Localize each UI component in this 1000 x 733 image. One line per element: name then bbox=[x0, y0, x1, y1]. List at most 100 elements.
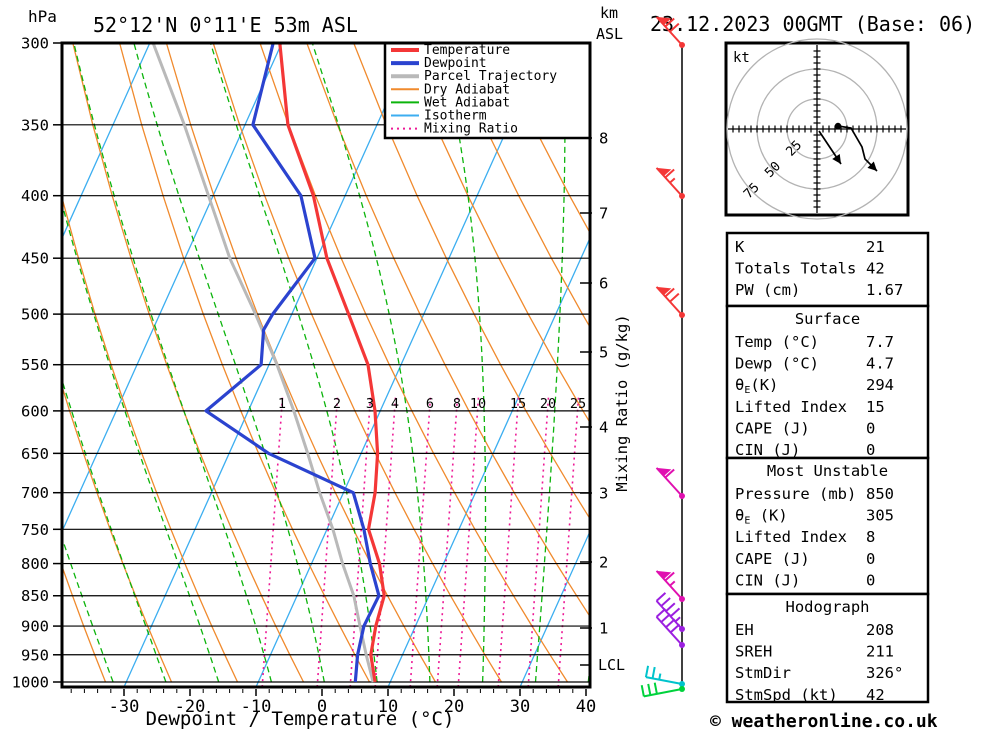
pressure-tick-label: 350 bbox=[21, 116, 49, 134]
stats-row-value: 305 bbox=[866, 507, 894, 525]
pressure-tick-label: 850 bbox=[21, 587, 49, 605]
stats-row-label: CAPE (J) bbox=[735, 550, 810, 568]
wet-adiabat-line bbox=[439, 43, 487, 683]
stats-row-label: Totals Totals bbox=[735, 260, 856, 278]
km-tick-label: 5 bbox=[599, 344, 608, 362]
pressure-tick-label: 1000 bbox=[12, 674, 49, 692]
barb-level-dot bbox=[679, 681, 685, 687]
stats-row-value: 42 bbox=[866, 260, 885, 278]
barb-pennant bbox=[656, 16, 672, 26]
mixing-ratio-value-label: 1 bbox=[278, 396, 286, 412]
hodograph-unit-label: kt bbox=[733, 50, 750, 66]
stats-row-label: StmSpd (kt) bbox=[735, 686, 838, 704]
barb-full-line bbox=[664, 287, 675, 298]
pressure-tick-label: 450 bbox=[21, 250, 49, 268]
km-tick-label: 7 bbox=[599, 205, 608, 223]
stats-row-label: θE(K) bbox=[735, 376, 778, 396]
barb-full-line bbox=[655, 592, 667, 602]
stats-row-value: 0 bbox=[866, 571, 875, 589]
barb-level-dot bbox=[679, 42, 685, 48]
mixing-ratio-line bbox=[527, 396, 550, 687]
axis-ticks: 3003504004505005506006507007508008509009… bbox=[12, 35, 609, 718]
pressure-tick-label: 700 bbox=[21, 484, 49, 502]
pressure-tick-label: 650 bbox=[21, 445, 49, 463]
storm-motion-arrowhead bbox=[832, 154, 841, 164]
lcl-label: LCL bbox=[598, 656, 625, 674]
wind-barb bbox=[655, 286, 685, 318]
pressure-tick-label: 750 bbox=[21, 521, 49, 539]
stats-section-box bbox=[725, 231, 930, 308]
legend-item-label: Parcel Trajectory bbox=[424, 69, 557, 84]
parcel-trajectory-curve bbox=[151, 43, 375, 683]
wind-barb bbox=[655, 167, 685, 199]
pressure-tick-label: 950 bbox=[21, 646, 49, 664]
stats-row-label: Lifted Index bbox=[735, 528, 847, 546]
barb-full-line bbox=[669, 607, 681, 618]
hodograph-trace-start-dot bbox=[834, 122, 842, 130]
barb-level-dot bbox=[679, 642, 685, 648]
temp-tick-label: 20 bbox=[444, 697, 464, 717]
mixing-ratio-value-label: 20 bbox=[540, 396, 556, 412]
hodograph-trace bbox=[837, 125, 878, 172]
barb-full-line bbox=[665, 618, 676, 628]
stats-row-value: 1.67 bbox=[866, 281, 903, 299]
isotherm-line bbox=[519, 529, 590, 687]
stats-row-label: CAPE (J) bbox=[735, 419, 810, 437]
wind-barb-column bbox=[640, 16, 685, 698]
sounding-curves bbox=[151, 43, 386, 683]
stats-row-label: Pressure (mb) bbox=[735, 485, 856, 503]
barb-full-line bbox=[665, 602, 676, 612]
stats-row-value: 7.7 bbox=[866, 333, 894, 351]
barb-half-line bbox=[674, 616, 681, 623]
legend-item-label: Dewpoint bbox=[424, 56, 487, 71]
km-tick-label: 1 bbox=[599, 620, 608, 638]
mixing-ratio-line bbox=[497, 396, 520, 687]
stats-row-value: 21 bbox=[866, 238, 885, 256]
km-tick-label: 3 bbox=[599, 485, 608, 503]
wet-adiabat-line bbox=[0, 43, 8, 682]
stats-section-header: Most Unstable bbox=[767, 462, 888, 480]
temp-tick-label: 30 bbox=[510, 697, 530, 717]
mixing-ratio-value-label: 2 bbox=[333, 396, 341, 412]
barb-full-line bbox=[664, 468, 675, 479]
barb-half-line bbox=[669, 177, 676, 184]
mixing-ratio-axis-title: Mixing Ratio (g/kg) bbox=[613, 314, 631, 491]
mixing-ratio-value-label: 10 bbox=[470, 396, 486, 412]
stats-section-box bbox=[725, 304, 930, 460]
copyright: © weatheronline.co.uk bbox=[710, 711, 938, 732]
stats-row-value: 4.7 bbox=[866, 355, 894, 373]
mixing-ratio-line bbox=[374, 396, 397, 687]
pressure-gridlines bbox=[62, 124, 590, 683]
dry-adiabat-line bbox=[399, 43, 590, 424]
temp-tick-label: -30 bbox=[109, 697, 140, 717]
wind-barb bbox=[655, 467, 685, 499]
barb-full-line bbox=[669, 623, 681, 634]
hodograph-ring bbox=[726, 38, 908, 220]
temperature-curve bbox=[278, 43, 386, 683]
barb-level-dot bbox=[679, 312, 685, 318]
km-tick-label: 4 bbox=[599, 419, 608, 437]
stats-row-value: 208 bbox=[866, 621, 894, 639]
dry-adiabat-line bbox=[493, 43, 590, 235]
mixing-ratio-line bbox=[457, 396, 480, 687]
stats-row-value: 15 bbox=[866, 398, 885, 416]
km-tick-label: 2 bbox=[599, 554, 608, 572]
run-date-label: 23.12.2023 00GMT (Base: 06) bbox=[650, 12, 975, 36]
temp-tick-label: -10 bbox=[241, 697, 272, 717]
wet-adiabat-line bbox=[133, 43, 325, 683]
wind-barb bbox=[655, 16, 685, 48]
km-tick-label: 6 bbox=[599, 275, 608, 293]
legend-item-label: Dry Adiabat bbox=[424, 82, 510, 97]
wind-barb bbox=[640, 682, 685, 698]
stats-row-value: 0 bbox=[866, 419, 875, 437]
isotherm-line bbox=[0, 43, 18, 687]
stats-row-label: EH bbox=[735, 621, 754, 639]
wet-adiabat-line bbox=[311, 43, 431, 683]
stats-row-label: θE (K) bbox=[735, 507, 788, 527]
mixing-ratio-line bbox=[436, 396, 459, 687]
temp-tick-label: 10 bbox=[378, 697, 398, 717]
stats-row-value: 294 bbox=[866, 376, 894, 394]
temp-tick-label: 0 bbox=[317, 697, 327, 717]
